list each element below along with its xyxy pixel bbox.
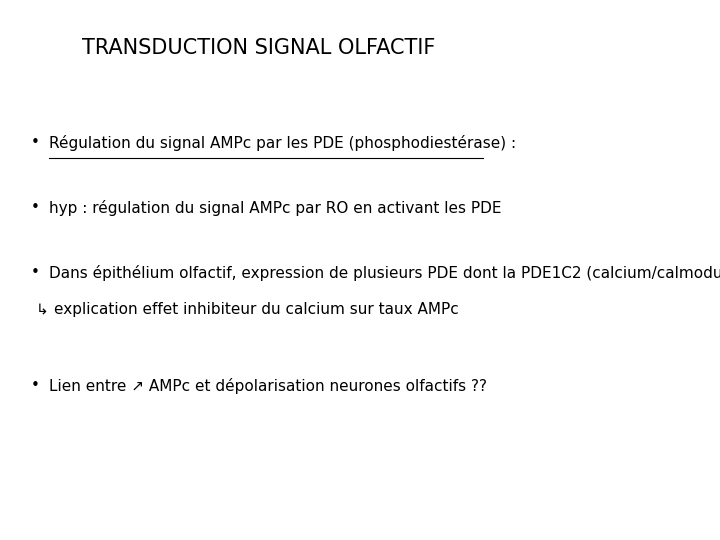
Text: ↳: ↳ xyxy=(36,302,49,318)
Text: •: • xyxy=(31,135,45,150)
Text: explication effet inhibiteur du calcium sur taux AMPc: explication effet inhibiteur du calcium … xyxy=(55,302,459,318)
Text: TRANSDUCTION SIGNAL OLFACTIF: TRANSDUCTION SIGNAL OLFACTIF xyxy=(82,38,436,58)
Text: •: • xyxy=(31,378,45,393)
Text: hyp : régulation du signal AMPc par RO en activant les PDE: hyp : régulation du signal AMPc par RO e… xyxy=(49,200,502,216)
Text: Dans épithélium olfactif, expression de plusieurs PDE dont la PDE1C2 (calcium/ca: Dans épithélium olfactif, expression de … xyxy=(49,265,720,281)
Text: Lien entre ↗ AMPc et dépolarisation neurones olfactifs ??: Lien entre ↗ AMPc et dépolarisation neur… xyxy=(49,378,487,394)
Text: •: • xyxy=(31,265,45,280)
Text: •: • xyxy=(31,200,45,215)
Text: Régulation du signal AMPc par les PDE (phosphodiestérase) :: Régulation du signal AMPc par les PDE (p… xyxy=(49,135,516,151)
